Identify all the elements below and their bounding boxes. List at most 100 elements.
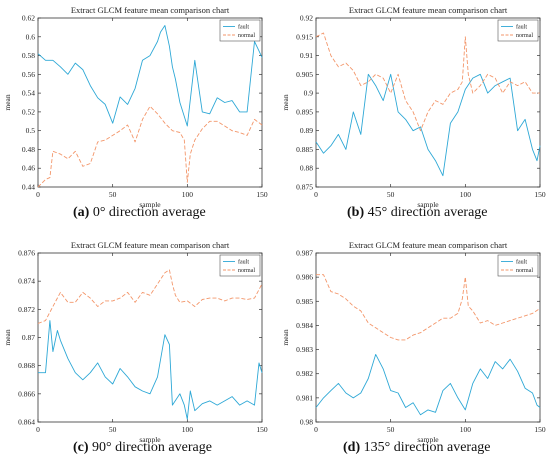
chart-b: Extract GLCM feature mean comparison cha… — [281, 5, 546, 209]
chart-b-xtick-label: 50 — [387, 190, 395, 199]
chart-a-ytick-label: 0.44 — [22, 183, 35, 192]
chart-a-ytick-label: 0.62 — [22, 14, 35, 23]
chart-b-legend-box — [497, 19, 539, 42]
chart-d-xlabel: sample — [417, 435, 439, 444]
chart-d-ytick-label: 0.986 — [296, 273, 313, 282]
chart-a-xlabel: sample — [139, 200, 161, 209]
chart-a-frame — [37, 17, 263, 188]
chart-c-ytick-label: 0.872 — [18, 305, 35, 314]
chart-d-series-normal — [316, 274, 541, 341]
chart-d-xtick-label: 0 — [314, 425, 318, 434]
chart-b-xtick-label: 100 — [460, 190, 472, 199]
chart-b-legend-label-fault: fault — [516, 24, 527, 31]
chart-a-ylabel: mean — [3, 94, 12, 110]
chart-c-ytick-label: 0.874 — [18, 277, 35, 286]
chart-b-ylabel: mean — [281, 94, 290, 110]
chart-b-frame — [315, 17, 541, 188]
chart-d-ytick-label: 0.984 — [296, 321, 313, 330]
chart-a-xtick-label: 150 — [256, 190, 268, 199]
chart-b-legend-label-normal: normal — [516, 33, 533, 39]
chart-a-xtick-label: 100 — [182, 190, 194, 199]
chart-c-xtick-label: 100 — [182, 425, 194, 434]
chart-a-ytick-label: 0.6 — [26, 32, 36, 41]
chart-d-ytick-label: 0.983 — [296, 345, 313, 354]
chart-c-title: Extract GLCM feature mean comparison cha… — [71, 240, 230, 250]
caption-a-text: 0° direction average — [89, 205, 206, 220]
caption-b-letter: (b) — [347, 205, 365, 220]
chart-a-xtick-label: 50 — [109, 190, 117, 199]
chart-d-xtick-label: 100 — [460, 425, 472, 434]
chart-c-legend-box — [219, 254, 261, 277]
chart-d-frame — [315, 252, 541, 423]
chart-a: Extract GLCM feature mean comparison cha… — [3, 5, 268, 209]
chart-a-legend: fault normal — [219, 19, 261, 42]
chart-c-ytick-label: 0.87 — [22, 333, 35, 342]
chart-c-ytick-label: 0.876 — [18, 249, 35, 258]
chart-c-ytick-label: 0.868 — [18, 361, 35, 370]
chart-a-ytick-label: 0.5 — [26, 126, 36, 135]
chart-c-xtick-label: 0 — [36, 425, 40, 434]
chart-b-ytick-label: 0.875 — [296, 183, 313, 192]
chart-b-series-normal — [315, 32, 540, 132]
chart-c-xtick-label: 50 — [109, 425, 117, 434]
chart-c-legend: fault normal — [219, 254, 261, 277]
chart-d-xtick-label: 50 — [387, 425, 395, 434]
chart-c-ylabel: mean — [3, 329, 12, 345]
chart-d-legend-label-normal: normal — [516, 268, 533, 274]
chart-d-ytick-label: 0.98 — [300, 418, 313, 427]
chart-c: Extract GLCM feature mean comparison cha… — [3, 240, 268, 444]
chart-b-ytick-label: 0.92 — [300, 14, 313, 23]
chart-c-legend-label-fault: fault — [238, 259, 249, 266]
chart-d-ytick-label: 0.985 — [296, 297, 313, 306]
chart-b-xtick-label: 0 — [314, 190, 318, 199]
caption-c-text: 90° direction average — [88, 440, 212, 455]
chart-b-ytick-label: 0.91 — [300, 51, 313, 60]
chart-c-xtick-label: 150 — [256, 425, 268, 434]
chart-b-ytick-label: 0.895 — [296, 107, 313, 116]
chart-b-ytick-label: 0.915 — [296, 32, 313, 41]
caption-d: (d) 135° direction average — [343, 440, 491, 456]
chart-d-legend-label-fault: fault — [516, 259, 527, 266]
caption-b-text: 45° direction average — [364, 205, 488, 220]
caption-d-text: 135° direction average — [360, 440, 491, 455]
chart-a-legend-label-fault: fault — [238, 24, 249, 31]
caption-c: (c) 90° direction average — [73, 440, 212, 456]
chart-d-ytick-label: 0.981 — [296, 393, 313, 402]
chart-a-title: Extract GLCM feature mean comparison cha… — [71, 5, 230, 15]
chart-c-xlabel: sample — [139, 435, 161, 444]
chart-d-title: Extract GLCM feature mean comparison cha… — [349, 240, 508, 250]
chart-a-xtick-label: 0 — [36, 190, 40, 199]
chart-d-ylabel: mean — [281, 329, 290, 345]
chart-c-ytick-label: 0.866 — [18, 389, 35, 398]
chart-d-ytick-label: 0.982 — [296, 369, 313, 378]
chart-a-legend-label-normal: normal — [238, 33, 255, 39]
chart-b-ytick-label: 0.885 — [296, 145, 313, 154]
chart-a-series-fault — [37, 25, 263, 127]
chart-c-series-normal — [37, 269, 263, 324]
chart-b-ytick-label: 0.9 — [304, 89, 314, 98]
chart-a-ytick-label: 0.52 — [22, 107, 35, 116]
chart-a-ytick-label: 0.46 — [22, 164, 35, 173]
chart-b-ytick-label: 0.89 — [300, 126, 313, 135]
chart-c-ytick-label: 0.864 — [18, 418, 35, 427]
chart-c-legend-label-normal: normal — [238, 268, 255, 274]
chart-a-legend-box — [219, 19, 261, 42]
caption-d-letter: (d) — [343, 440, 361, 455]
chart-b-ytick-label: 0.88 — [300, 164, 313, 173]
chart-d-legend-box — [497, 254, 539, 277]
chart-b-series-fault — [315, 73, 541, 177]
caption-b: (b) 45° direction average — [347, 205, 488, 221]
chart-c-series-fault — [38, 320, 263, 420]
chart-b-ytick-label: 0.905 — [296, 70, 313, 79]
chart-a-ytick-label: 0.48 — [22, 145, 35, 154]
caption-a-letter: (a) — [73, 205, 90, 220]
caption-a: (a) 0° direction average — [73, 205, 206, 221]
chart-b-legend: fault normal — [497, 19, 539, 42]
chart-d-xtick-label: 150 — [534, 425, 546, 434]
chart-a-series-normal — [37, 105, 263, 188]
chart-c-frame — [37, 252, 263, 423]
chart-d: Extract GLCM feature mean comparison cha… — [281, 240, 546, 444]
chart-b-xtick-label: 150 — [534, 190, 546, 199]
